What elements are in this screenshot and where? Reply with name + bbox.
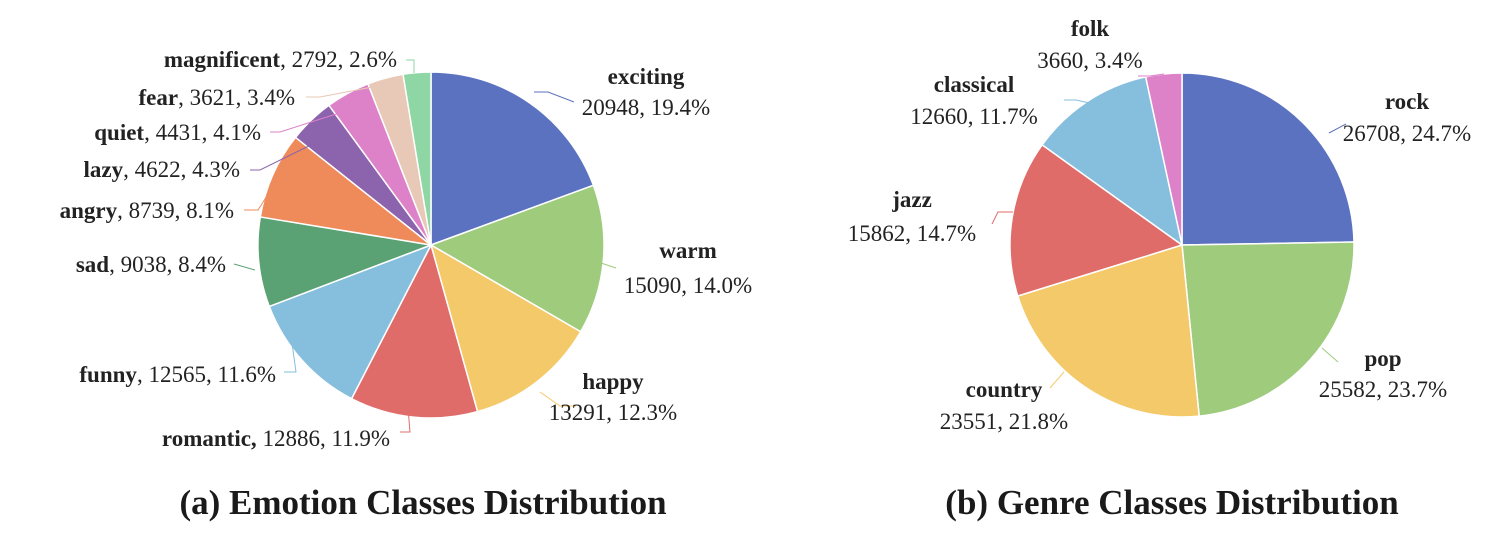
- emotion-slice-warm: [429, 184, 605, 333]
- emotion-label-value: , 8739, 8.1%: [117, 198, 234, 223]
- emotion-label-category: quiet: [94, 120, 144, 145]
- emotion-label-magnificent: magnificent, 2792, 2.6%: [164, 47, 397, 72]
- emotion-label-funny: funny, 12565, 11.6%: [79, 362, 276, 387]
- genre-leader-classical: [1064, 99, 1095, 105]
- emotion-slice-romantic: [350, 242, 479, 419]
- emotion-label-value: , 3621, 3.4%: [178, 85, 295, 110]
- genre-leader-pop: [1321, 347, 1339, 363]
- genre-slice-country: [1016, 244, 1201, 418]
- genre-slice-jazz: [1009, 143, 1184, 297]
- emotion-leader-angry: [244, 187, 273, 211]
- genre-slice-rock: [1181, 72, 1355, 246]
- genre-label-value-pop: 25582, 23.7%: [1319, 377, 1447, 402]
- emotion-label-value: 12886, 11.9%: [257, 426, 390, 451]
- emotion-label-value-happy: 13291, 12.3%: [549, 400, 677, 425]
- emotion-label-category-warm: warm: [659, 238, 716, 263]
- genre-label-category-pop: pop: [1364, 346, 1401, 371]
- emotion-label-value: , 4622, 4.3%: [123, 157, 240, 182]
- genre-label-category-rock: rock: [1385, 89, 1430, 114]
- emotion-pie-chart: exciting 20948, 19.4% warm 15090, 14.0% happ…: [60, 47, 753, 451]
- emotion-slice-magnificent: [402, 71, 432, 246]
- genre-label-value-classical: 12660, 11.7%: [910, 104, 1038, 129]
- emotion-label-category-exciting: exciting: [608, 64, 685, 89]
- genre-leader-country: [1049, 371, 1065, 389]
- genre-label-value-folk: 3660, 3.4%: [1037, 48, 1142, 73]
- emotion-leader-quiet: [270, 107, 356, 133]
- genre-label-category-folk: folk: [1071, 16, 1110, 41]
- emotion-label-value-warm: 15090, 14.0%: [624, 273, 752, 298]
- emotion-label-sad: sad, 9038, 8.4%: [76, 252, 226, 277]
- emotion-label-angry: angry, 8739, 8.1%: [60, 198, 234, 223]
- genre-label-value-rock: 26708, 24.7%: [1343, 121, 1471, 146]
- genre-label-category-jazz: jazz: [891, 187, 932, 212]
- genre-leader-rock: [1328, 123, 1347, 134]
- emotion-label-value: , 12565, 11.6%: [137, 362, 276, 387]
- emotion-label-category-happy: happy: [582, 369, 644, 394]
- emotion-slice-angry: [259, 136, 434, 247]
- emotion-slice-exciting: [430, 71, 595, 247]
- emotion-leader-warm: [600, 262, 617, 269]
- emotion-leader-happy: [539, 391, 576, 407]
- emotion-slice-sad: [257, 216, 434, 308]
- genre-label-category-country: country: [966, 377, 1043, 402]
- emotion-slice-happy: [429, 243, 582, 413]
- emotion-label-category: angry: [60, 198, 118, 223]
- genre-label-value-country: 23551, 21.8%: [940, 409, 1068, 434]
- genre-leader-folk: [1138, 73, 1165, 77]
- emotion-leader-exciting: [534, 91, 575, 103]
- genre-pie-chart: rock 26708, 24.7% pop 25582, 23.7% country 23…: [848, 16, 1471, 434]
- emotion-label-lazy: lazy, 4622, 4.3%: [83, 157, 240, 182]
- emotion-label-quiet: quiet, 4431, 4.1%: [94, 120, 261, 145]
- emotion-label-category: fear: [139, 85, 179, 110]
- genre-slice-classical: [1041, 75, 1184, 247]
- emotion-slice-funny: [268, 243, 433, 400]
- emotion-label-category: sad: [76, 252, 109, 277]
- emotion-leader-magnificent: [406, 59, 415, 73]
- emotion-label-value: , 4431, 4.1%: [144, 120, 261, 145]
- genre-label-category-classical: classical: [934, 72, 1015, 97]
- emotion-chart-title: (a) Emotion Classes Distribution: [179, 483, 666, 522]
- emotion-label-value: , 2792, 2.6%: [280, 47, 397, 72]
- genre-leader-jazz: [991, 211, 1013, 225]
- emotion-leader-sad: [233, 263, 256, 271]
- emotion-leader-lazy: [250, 139, 322, 171]
- emotion-label-category: romantic,: [162, 426, 257, 451]
- emotion-label-value: , 9038, 8.4%: [109, 252, 226, 277]
- emotion-label-fear: fear, 3621, 3.4%: [139, 85, 296, 110]
- genre-slice-pop: [1181, 241, 1355, 417]
- genre-chart-title: (b) Genre Classes Distribution: [945, 483, 1398, 522]
- emotion-leader-romantic: [400, 407, 411, 433]
- emotion-leader-fear: [306, 84, 384, 98]
- emotion-label-category: lazy: [83, 157, 123, 182]
- emotion-label-value-exciting: 20948, 19.4%: [582, 95, 710, 120]
- emotion-label-category: funny: [79, 362, 137, 387]
- emotion-label-romantic: romantic, 12886, 11.9%: [162, 426, 390, 451]
- emotion-leader-funny: [284, 342, 297, 373]
- genre-label-value-jazz: 15862, 14.7%: [848, 221, 976, 246]
- emotion-label-category: magnificent: [164, 47, 281, 72]
